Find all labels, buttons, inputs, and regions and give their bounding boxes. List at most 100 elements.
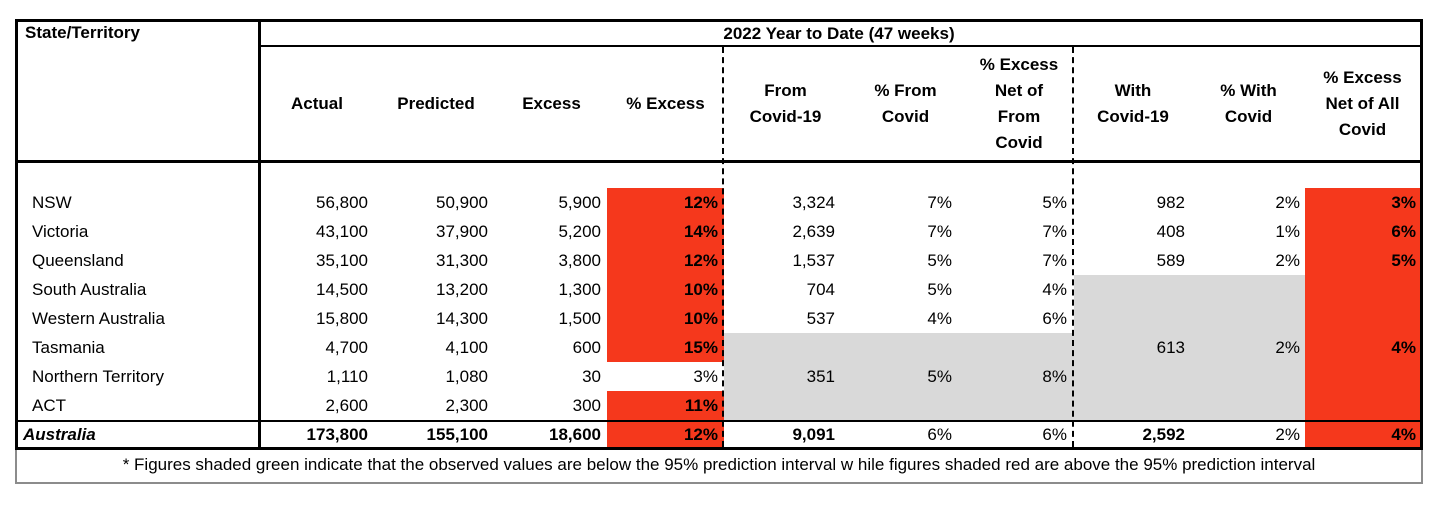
cell-predicted: 13,200 bbox=[436, 279, 488, 299]
cell-excess: 30 bbox=[582, 366, 601, 386]
cell-from-covid: 704 bbox=[806, 279, 835, 299]
cell-pct-excess: 12% bbox=[607, 246, 724, 275]
row-label: NSW bbox=[32, 192, 72, 212]
col-header-pct-from-covid: % From Covid bbox=[847, 47, 964, 163]
cell-predicted: 31,300 bbox=[436, 250, 488, 270]
total-pct-net-from: 6% bbox=[964, 420, 1074, 447]
total-pct-excess: 12% bbox=[607, 420, 724, 447]
total-from-covid: 9,091 bbox=[724, 420, 847, 447]
cell-with-covid: 613 bbox=[1156, 337, 1185, 357]
cell-pct-net-all: 5% bbox=[1305, 246, 1420, 275]
col-header-actual: Actual bbox=[258, 47, 376, 163]
total-pct-net-all: 4% bbox=[1305, 420, 1420, 447]
cell-excess: 3,800 bbox=[558, 250, 601, 270]
cell-actual: 14,500 bbox=[316, 279, 368, 299]
total-pct-with-covid: 2% bbox=[1192, 420, 1305, 447]
cell-pct-net-from: 8% bbox=[1042, 366, 1067, 386]
total-actual: 173,800 bbox=[258, 420, 376, 447]
cell-with-covid: 982 bbox=[1156, 192, 1185, 212]
cell-with-covid: 408 bbox=[1156, 221, 1185, 241]
col-header-pct-excess-net-all: % Excess Net of All Covid bbox=[1305, 47, 1420, 163]
cell-from-covid: 3,324 bbox=[792, 192, 835, 212]
cell-predicted: 50,900 bbox=[436, 192, 488, 212]
cell-pct-excess: 14% bbox=[607, 217, 724, 246]
row-label: Victoria bbox=[32, 221, 89, 241]
merged-gray-with-covid-block: 613 2% bbox=[1074, 275, 1305, 420]
cell-pct-excess: 10% bbox=[607, 304, 724, 333]
merged-gray-from-covid-block: 351 5% 8% bbox=[724, 333, 1074, 420]
state-column-divider-line bbox=[258, 22, 261, 447]
cell-with-covid: 589 bbox=[1156, 250, 1185, 270]
cell-excess: 5,900 bbox=[558, 192, 601, 212]
total-predicted: 155,100 bbox=[376, 420, 496, 447]
cell-excess: 600 bbox=[572, 337, 601, 357]
total-row-label: Australia bbox=[18, 420, 258, 447]
cell-predicted: 14,300 bbox=[436, 308, 488, 328]
cell-pct-excess: 15% bbox=[607, 333, 724, 362]
col-header-pct-with-covid: % With Covid bbox=[1192, 47, 1305, 163]
cell-pct-from-covid: 7% bbox=[927, 192, 952, 212]
cell-excess: 1,500 bbox=[558, 308, 601, 328]
col-header-pct-excess-net-from: % Excess Net of From Covid bbox=[964, 47, 1074, 163]
col-header-pct-excess: % Excess bbox=[607, 47, 724, 163]
dashed-divider-with-covid bbox=[1072, 47, 1074, 447]
dashed-divider-pct-excess bbox=[722, 47, 724, 447]
cell-pct-net-from: 4% bbox=[1042, 279, 1067, 299]
cell-pct-with-covid: 2% bbox=[1275, 337, 1300, 357]
row-label: Queensland bbox=[32, 250, 124, 270]
col-header-with-covid: With Covid-19 bbox=[1074, 47, 1192, 163]
state-territory-header: State/Territory bbox=[18, 22, 258, 163]
merged-red-pct-net-all: 4% bbox=[1305, 275, 1420, 420]
cell-predicted: 4,100 bbox=[445, 337, 488, 357]
cell-from-covid: 351 bbox=[806, 366, 835, 386]
cell-actual: 56,800 bbox=[316, 192, 368, 212]
cell-pct-net-from: 5% bbox=[1042, 192, 1067, 212]
cell-pct-from-covid: 4% bbox=[927, 308, 952, 328]
cell-pct-from-covid: 5% bbox=[927, 250, 952, 270]
cell-pct-net-from: 7% bbox=[1042, 221, 1067, 241]
row-label: Northern Territory bbox=[32, 366, 164, 386]
total-with-covid: 2,592 bbox=[1074, 420, 1192, 447]
row-label: Western Australia bbox=[32, 308, 165, 328]
cell-actual: 2,600 bbox=[325, 395, 368, 415]
cell-actual: 15,800 bbox=[316, 308, 368, 328]
cell-excess: 300 bbox=[572, 395, 601, 415]
cell-pct-excess: 11% bbox=[607, 391, 724, 420]
cell-pct-excess: 3% bbox=[693, 366, 718, 386]
cell-pct-net-all: 3% bbox=[1305, 188, 1420, 217]
col-header-excess: Excess bbox=[496, 47, 607, 163]
cell-pct-from-covid: 7% bbox=[927, 221, 952, 241]
excess-mortality-table: State/Territory 2022 Year to Date (47 we… bbox=[15, 19, 1423, 484]
cell-pct-net-all: 6% bbox=[1305, 217, 1420, 246]
row-label: Tasmania bbox=[32, 337, 105, 357]
data-table: State/Territory 2022 Year to Date (47 we… bbox=[15, 19, 1423, 450]
row-label: South Australia bbox=[32, 279, 147, 299]
cell-predicted: 2,300 bbox=[445, 395, 488, 415]
cell-actual: 43,100 bbox=[316, 221, 368, 241]
title-band: 2022 Year to Date (47 weeks) bbox=[258, 22, 1420, 47]
cell-pct-net-from: 7% bbox=[1042, 250, 1067, 270]
cell-pct-with-covid: 2% bbox=[1275, 250, 1300, 270]
cell-predicted: 37,900 bbox=[436, 221, 488, 241]
col-header-predicted: Predicted bbox=[376, 47, 496, 163]
total-excess: 18,600 bbox=[496, 420, 607, 447]
cell-pct-with-covid: 2% bbox=[1275, 192, 1300, 212]
total-pct-from-covid: 6% bbox=[847, 420, 964, 447]
cell-pct-net-from: 6% bbox=[1042, 308, 1067, 328]
cell-from-covid: 537 bbox=[806, 308, 835, 328]
col-header-from-covid: From Covid-19 bbox=[724, 47, 847, 163]
cell-pct-from-covid: 5% bbox=[927, 366, 952, 386]
cell-pct-excess: 12% bbox=[607, 188, 724, 217]
cell-pct-from-covid: 5% bbox=[927, 279, 952, 299]
cell-excess: 5,200 bbox=[558, 221, 601, 241]
cell-excess: 1,300 bbox=[558, 279, 601, 299]
cell-actual: 1,110 bbox=[326, 366, 368, 386]
cell-predicted: 1,080 bbox=[445, 366, 488, 386]
cell-actual: 35,100 bbox=[316, 250, 368, 270]
row-label: ACT bbox=[32, 395, 66, 415]
cell-pct-excess: 10% bbox=[607, 275, 724, 304]
cell-from-covid: 1,537 bbox=[792, 250, 835, 270]
cell-pct-with-covid: 1% bbox=[1275, 221, 1300, 241]
footnote: * Figures shaded green indicate that the… bbox=[15, 450, 1423, 484]
cell-actual: 4,700 bbox=[325, 337, 368, 357]
